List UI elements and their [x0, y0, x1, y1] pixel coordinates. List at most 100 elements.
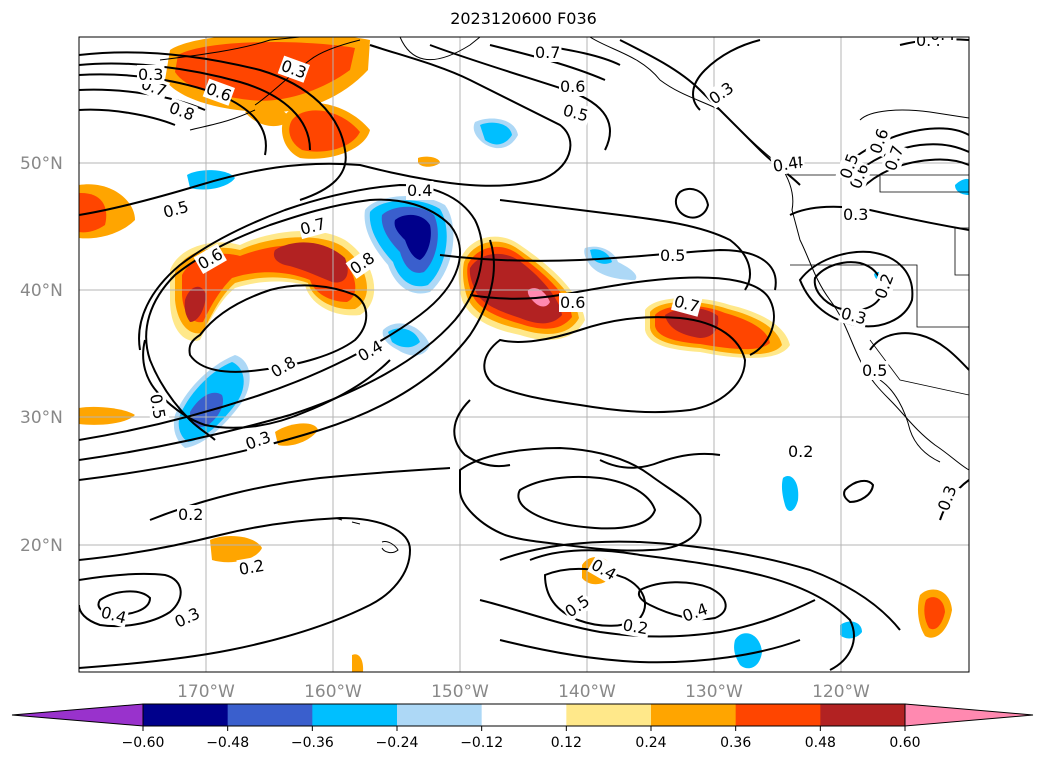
longitude-labels: 170°W 160°W 150°W 140°W 130°W 120°W	[177, 682, 870, 702]
contour-label-halo	[277, 55, 310, 83]
contour-label-halo	[345, 247, 379, 279]
colorbar-tick-label: −0.24	[376, 735, 419, 751]
negative-anomaly-region	[190, 392, 224, 427]
contour-label-halo	[559, 293, 587, 312]
negative-anomaly-region	[840, 621, 862, 639]
lat-label-40n: 40°N	[20, 281, 63, 301]
contour-label-halo	[406, 181, 434, 200]
contour-label-halo	[659, 246, 687, 265]
colorbar-segment	[566, 704, 652, 726]
contour-label: 0.6	[560, 293, 585, 312]
contour-label: 0.7	[535, 43, 560, 62]
negative-anomaly-region	[734, 633, 762, 669]
colorbar-extend-low	[11, 703, 144, 727]
coastlines	[159, 37, 969, 554]
colorbar: −0.60 −0.48 −0.36 −0.24 −0.12 0.12 0.24 0.36 0.4…	[11, 703, 1034, 751]
colorbar-tick-label: −0.36	[291, 735, 334, 751]
contour-label: 0.5	[862, 361, 887, 380]
contour-label-halo	[787, 442, 815, 461]
contour-label-halo	[145, 391, 170, 422]
latitude-labels: 50°N 40°N 30°N 20°N	[20, 154, 63, 556]
contour-label: 0.2	[788, 442, 813, 461]
contour-lines	[79, 38, 969, 671]
colorbar-segment	[820, 704, 906, 726]
contour-label-halo	[534, 43, 562, 62]
contour-label-halo	[620, 615, 651, 639]
negative-anomaly-region	[955, 178, 969, 195]
lon-label-120w: 120°W	[812, 682, 870, 702]
contour-label-halo	[202, 78, 235, 106]
contour-label-halo	[704, 77, 738, 109]
colorbar-segment	[397, 704, 483, 726]
contour-label-halo	[137, 65, 165, 84]
colorbar-tick-label: 0.36	[720, 735, 751, 751]
colorbar-segment	[651, 704, 737, 726]
contour-label-halo	[170, 603, 204, 633]
colorbar-segment	[227, 704, 313, 726]
contour-label-halo	[880, 142, 908, 175]
contour-label: 0.2	[621, 615, 649, 638]
negative-anomaly-region	[480, 122, 512, 145]
map-background	[79, 37, 969, 672]
contour-label: 0.3	[138, 65, 163, 84]
contour-label-halo	[670, 291, 703, 317]
contour-label-halo	[842, 205, 870, 224]
negative-anomaly-region	[388, 328, 420, 348]
colorbar-tick-label: 0.12	[551, 735, 582, 751]
lat-label-50n: 50°N	[20, 154, 63, 174]
map-frame	[78, 36, 970, 673]
contour-label-halo	[297, 213, 329, 240]
lon-label-130w: 130°W	[685, 682, 743, 702]
contour-label-halo	[933, 482, 961, 515]
contour-label-halo	[160, 196, 192, 223]
colorbar-segment	[481, 704, 567, 726]
colorbar-segment	[735, 704, 821, 726]
contour-label-halo	[678, 598, 712, 627]
colorbar-tick-label: −0.48	[206, 735, 249, 751]
contour-label: 0.5	[146, 392, 169, 420]
positive-anomaly-region	[210, 536, 262, 563]
contour-label-halo	[97, 602, 130, 628]
contour-label-halo	[587, 554, 621, 585]
contour-label-halo	[837, 303, 870, 329]
contour-label-halo	[559, 100, 592, 126]
positive-anomaly-region	[665, 307, 719, 338]
map-title: 2023120600 F036	[450, 9, 597, 28]
lat-label-20n: 20°N	[20, 536, 63, 556]
contour-label-halo	[165, 97, 198, 125]
colorbar-tick-label: −0.60	[122, 735, 165, 751]
positive-anomaly-region	[924, 597, 945, 630]
colorbar-segment	[143, 704, 229, 726]
contour-label: 0.6	[560, 77, 585, 96]
contour-label-halo	[236, 555, 267, 580]
negative-anomaly-region	[394, 214, 431, 260]
contour-label-halo	[193, 243, 227, 274]
lat-label-30n: 30°N	[20, 408, 63, 428]
colorbar-border	[142, 703, 906, 727]
colorbar-tick-label: 0.48	[805, 735, 836, 751]
colorbar-extend-high	[904, 703, 1034, 727]
contour-label-halo	[177, 505, 205, 524]
lon-label-170w: 170°W	[177, 682, 235, 702]
lon-label-160w: 160°W	[304, 682, 362, 702]
contour-label-halo	[861, 361, 889, 380]
contour-label: 0.2	[178, 505, 203, 524]
colorbar-tick-label: 0.60	[889, 735, 920, 751]
negative-anomaly-region	[781, 476, 799, 512]
colorbar-tick-label: −0.12	[460, 735, 503, 751]
positive-anomaly-region	[352, 654, 364, 672]
contour-label: 0.2	[237, 556, 265, 579]
lon-label-140w: 140°W	[558, 682, 616, 702]
contour-label-halo	[559, 77, 587, 96]
positive-anomaly-region	[418, 156, 440, 167]
contour-label-halo	[560, 590, 594, 622]
contour-label-halo	[266, 351, 300, 382]
positive-anomaly-region	[184, 286, 206, 322]
contour-label-halo	[835, 150, 863, 183]
contour-label: 0.4	[407, 181, 432, 200]
contour-label: 0.4	[771, 153, 799, 176]
contour-label-halo	[353, 335, 387, 366]
colorbar-tick-label: 0.24	[635, 735, 666, 751]
contour-label: 0.4	[930, 25, 955, 44]
contour-label: 0.3	[843, 205, 868, 224]
